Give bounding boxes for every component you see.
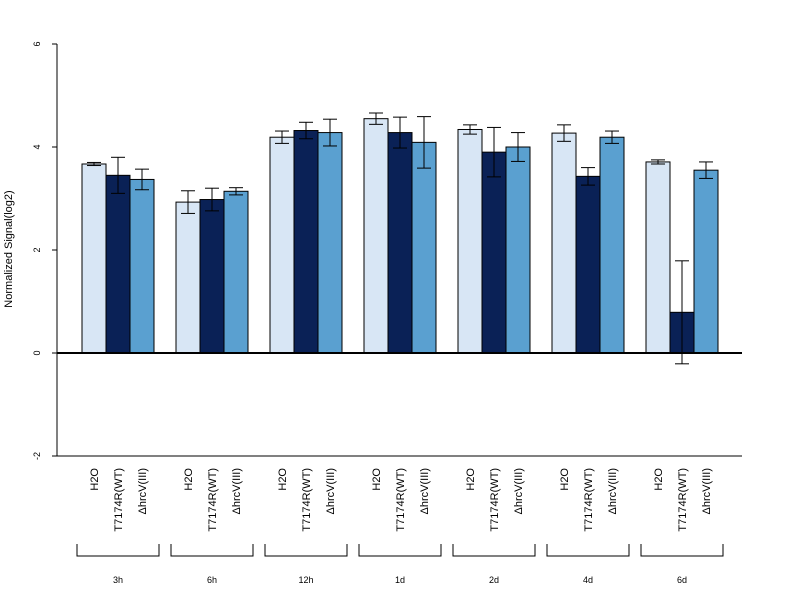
error-bars-layer (87, 112, 713, 365)
group-brackets: 3h 6h 12h 1d 2d 4d 6d (76, 544, 724, 585)
bar-category-label: T7174R(WT) (113, 468, 125, 532)
bar (317, 132, 343, 354)
bar-category-label: H2O (183, 468, 195, 491)
bar-category-label: T7174R(WT) (489, 468, 501, 532)
bar-category-label: ΔhrcV(III) (137, 468, 149, 514)
bar (269, 136, 295, 354)
group-label: 12h (298, 575, 313, 585)
bar (411, 141, 437, 354)
bar-category-label: H2O (559, 468, 571, 491)
bar-category-label: ΔhrcV(III) (419, 468, 431, 514)
bar-category-label: T7174R(WT) (301, 468, 313, 532)
bar-category-label: ΔhrcV(III) (325, 468, 337, 514)
bar-category-label: T7174R(WT) (677, 468, 689, 532)
bar-category-label: T7174R(WT) (395, 468, 407, 532)
y-tick-label: 2 (32, 247, 42, 252)
group-label: 1d (395, 575, 405, 585)
bar-category-label: T7174R(WT) (207, 468, 219, 532)
y-tick-label: 4 (32, 144, 42, 149)
bar (223, 190, 249, 354)
bar (175, 201, 201, 354)
bar-category-label: ΔhrcV(III) (231, 468, 243, 514)
group-bracket (170, 544, 254, 557)
group-label: 3h (113, 575, 123, 585)
y-tick-label: 0 (32, 350, 42, 355)
bar (293, 130, 319, 354)
group-bracket (264, 544, 348, 557)
bar (505, 146, 531, 354)
bar (129, 178, 155, 354)
bar-category-label: ΔhrcV(III) (607, 468, 619, 514)
group-label: 6h (207, 575, 217, 585)
bar (387, 132, 413, 354)
bar (199, 199, 225, 354)
group-bracket (76, 544, 160, 557)
bar (551, 132, 577, 354)
bar (363, 118, 389, 354)
bar-category-label: H2O (371, 468, 383, 491)
category-labels: H2O T7174R(WT) ΔhrcV(III) H2O T7174R(WT) Δhrc… (89, 468, 713, 532)
group-bracket (640, 544, 724, 557)
bar (105, 174, 131, 354)
group-label: 6d (677, 575, 687, 585)
bar (693, 169, 719, 354)
bar (575, 175, 601, 354)
bars-layer (81, 118, 719, 354)
y-tick-label: 6 (32, 41, 42, 46)
y-axis-title: Normalized Signal(log2) (3, 190, 15, 307)
bar (645, 161, 671, 354)
bar (81, 163, 107, 354)
bar (599, 136, 625, 354)
y-tick-label: -2 (32, 452, 42, 460)
bar-category-label: H2O (89, 468, 101, 491)
bar-category-label: H2O (653, 468, 665, 491)
bar-category-label: T7174R(WT) (583, 468, 595, 532)
bar-category-label: H2O (465, 468, 477, 491)
group-bracket (546, 544, 630, 557)
group-label: 2d (489, 575, 499, 585)
group-label: 4d (583, 575, 593, 585)
bar-category-label: H2O (277, 468, 289, 491)
bar (481, 151, 507, 354)
bar-category-label: ΔhrcV(III) (701, 468, 713, 514)
group-bracket (358, 544, 442, 557)
bar-category-label: ΔhrcV(III) (513, 468, 525, 514)
bar (457, 128, 483, 354)
y-axis: -2 0 2 4 6 (32, 41, 58, 460)
group-bracket (452, 544, 536, 557)
